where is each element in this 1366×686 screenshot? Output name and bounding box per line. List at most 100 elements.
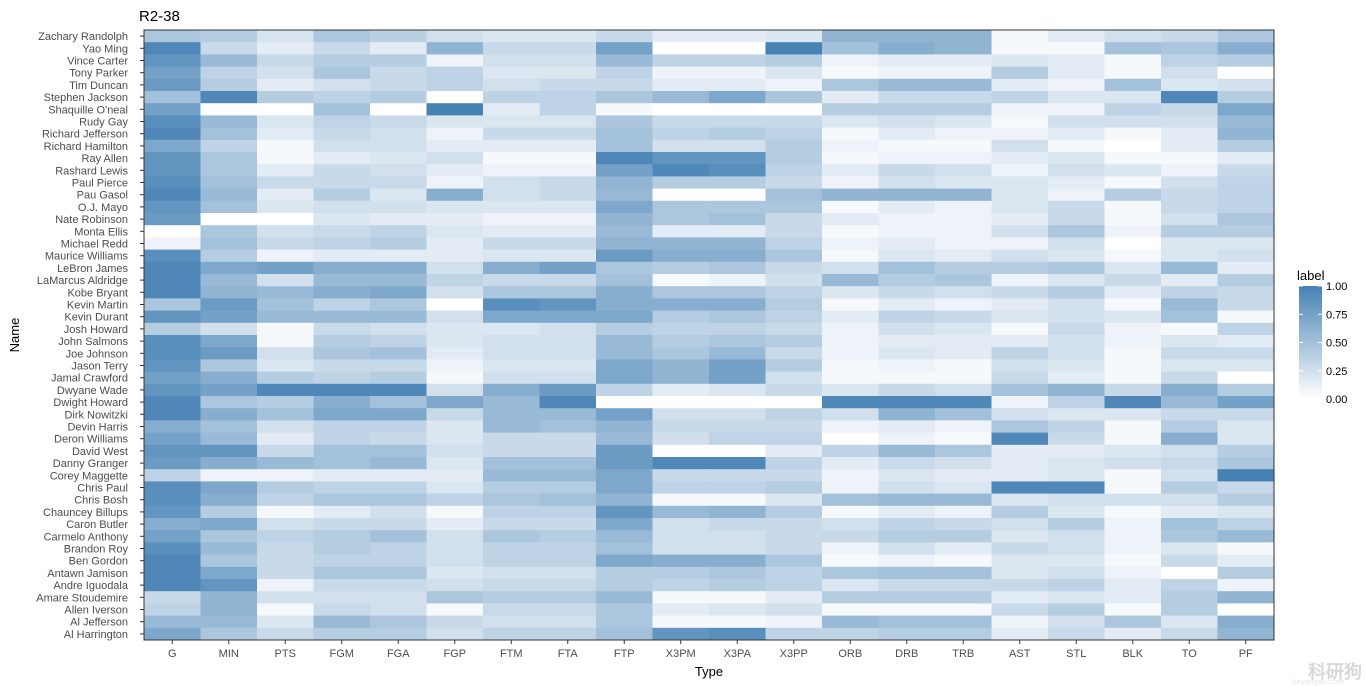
heatmap-cell [765,457,823,470]
heatmap-cell [709,371,766,385]
heatmap-cell [426,518,484,531]
heatmap-cell [709,420,766,434]
heatmap-cell [878,432,936,446]
heatmap-cell [935,249,992,263]
heatmap-cell [765,127,823,141]
heatmap-cell [200,383,258,397]
heatmap-cell [144,54,201,68]
heatmap-cell [765,286,823,299]
heatmap-cell [765,103,823,116]
x-tick-label: FGP [443,648,466,660]
heatmap-cell [144,274,201,287]
heatmap-cell [257,103,314,116]
heatmap-cell [1048,249,1105,263]
heatmap-cell [1217,103,1275,116]
heatmap-cell [1217,359,1275,373]
heatmap-cell [765,188,823,202]
heatmap-cell [765,274,823,287]
heatmap-cell [1048,91,1105,104]
heatmap-cell [1048,188,1105,202]
heatmap-cell [596,359,653,373]
heatmap-cell [483,335,540,348]
x-tick-label: ORB [838,648,862,660]
heatmap-cell [991,200,1049,214]
heatmap-cell [370,396,427,409]
heatmap-cell [1217,371,1275,385]
heatmap-cell [1104,213,1162,226]
heatmap-cell [1104,200,1162,214]
heatmap-cell [709,164,766,177]
heatmap-cell [596,42,653,55]
heatmap-cell [539,54,597,68]
heatmap-cell [144,322,201,336]
heatmap-cell [822,554,879,568]
heatmap-cell [1217,396,1275,409]
heatmap-cell [257,566,314,580]
heatmap-cell [483,542,540,556]
heatmap-cell [483,213,540,226]
heatmap-cell [1104,408,1162,421]
heatmap-cell [709,554,766,568]
heatmap-cell [1048,66,1105,80]
heatmap-cell [1048,603,1105,617]
heatmap-cell [1161,310,1218,324]
heatmap-cell [765,530,823,543]
heatmap-cell [539,420,597,434]
y-tick-label: Maurice Williams [45,251,129,263]
heatmap-cell [652,139,710,153]
heatmap-cell [426,225,484,238]
heatmap-cell [652,322,710,336]
heatmap-cell [200,237,258,251]
heatmap-cell [1104,518,1162,531]
heatmap-cell [652,115,710,129]
heatmap-cell [483,444,540,458]
heatmap-cell [878,457,936,470]
heatmap-cell [765,249,823,263]
y-tick-label: Kobe Bryant [67,287,128,299]
heatmap-cell [257,54,314,68]
heatmap-cell [144,225,201,238]
heatmap-cell [200,505,258,519]
heatmap-cell [483,481,540,495]
heatmap-cell [426,42,484,55]
heatmap-cell [991,457,1049,470]
heatmap-cell [991,176,1049,190]
heatmap-cell [370,322,427,336]
heatmap-cell [370,347,427,360]
heatmap-cell [1161,164,1218,177]
y-tick-label: Zachary Randolph [38,31,128,43]
heatmap-cell [257,371,314,385]
heatmap-cell [765,139,823,153]
heatmap-cell [539,322,597,336]
heatmap-cell [765,91,823,104]
heatmap-cell [1104,78,1162,92]
heatmap-cell [1161,530,1218,543]
heatmap-cell [426,566,484,580]
heatmap-cell [313,66,371,80]
heatmap-cell [709,261,766,275]
heatmap-cell [370,261,427,275]
heatmap-cell [822,493,879,507]
heatmap-cell [1104,66,1162,80]
heatmap-cell [200,396,258,409]
heatmap-cell [257,347,314,360]
heatmap-cell [1217,261,1275,275]
heatmap-cell [765,627,823,641]
heatmap-cell [878,371,936,385]
heatmap-cell [1161,78,1218,92]
heatmap-cell [991,127,1049,141]
heatmap-cell [822,42,879,55]
heatmap-cell [1104,432,1162,446]
heatmap-cell [313,139,371,153]
heatmap-cell [935,127,992,141]
heatmap-cell [878,505,936,519]
heatmap-cell [935,615,992,629]
heatmap-cell [370,274,427,287]
heatmap-cell [822,322,879,336]
heatmap-cell [370,542,427,556]
heatmap-cell [370,188,427,202]
heatmap-cell [935,444,992,458]
heatmap-cell [200,530,258,543]
heatmap-cell [426,249,484,263]
